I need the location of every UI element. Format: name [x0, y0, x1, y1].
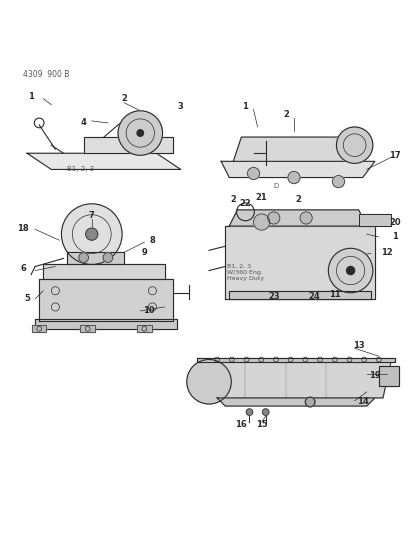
Text: W/360 Eng.: W/360 Eng.: [227, 270, 263, 275]
Text: 13: 13: [352, 341, 364, 350]
Text: 2: 2: [282, 110, 288, 119]
Circle shape: [118, 111, 162, 155]
Circle shape: [253, 214, 269, 230]
Text: 12: 12: [380, 248, 392, 257]
Polygon shape: [217, 398, 374, 406]
Polygon shape: [225, 226, 374, 299]
Polygon shape: [378, 366, 398, 386]
Text: 2: 2: [121, 94, 127, 103]
Text: 10: 10: [142, 306, 154, 316]
Circle shape: [299, 212, 311, 224]
Circle shape: [305, 397, 314, 407]
Polygon shape: [200, 361, 390, 398]
Circle shape: [267, 212, 279, 224]
Polygon shape: [229, 210, 366, 226]
Text: 14: 14: [356, 398, 368, 407]
Polygon shape: [220, 161, 374, 177]
Circle shape: [246, 409, 252, 415]
Bar: [32, 325, 46, 333]
Text: 6: 6: [20, 264, 26, 273]
Polygon shape: [358, 214, 390, 226]
Text: 11: 11: [328, 290, 339, 300]
Text: 15: 15: [255, 419, 267, 429]
Text: 17: 17: [388, 151, 400, 160]
Circle shape: [332, 175, 344, 188]
Polygon shape: [27, 154, 180, 169]
Bar: [80, 325, 95, 333]
Text: B1, 2, 3: B1, 2, 3: [67, 166, 94, 173]
Circle shape: [137, 130, 143, 136]
Text: 21: 21: [255, 193, 267, 202]
Text: 18: 18: [17, 223, 29, 232]
Polygon shape: [67, 252, 124, 264]
Circle shape: [346, 266, 354, 274]
Text: 9: 9: [141, 248, 147, 257]
Polygon shape: [43, 264, 164, 279]
Text: 16: 16: [235, 419, 247, 429]
Text: 3: 3: [178, 102, 183, 111]
Circle shape: [79, 253, 88, 262]
Circle shape: [287, 172, 299, 183]
Circle shape: [336, 127, 372, 164]
Text: 4: 4: [81, 118, 86, 127]
Polygon shape: [229, 291, 370, 299]
Text: 23: 23: [267, 292, 279, 301]
Bar: [80, 325, 95, 333]
Circle shape: [187, 360, 231, 404]
Text: 7: 7: [89, 212, 94, 221]
Text: 24: 24: [308, 292, 319, 301]
Text: 8: 8: [149, 236, 155, 245]
Text: 4309  900 B: 4309 900 B: [23, 70, 69, 79]
Circle shape: [61, 204, 122, 264]
Bar: [137, 325, 151, 333]
Polygon shape: [83, 137, 172, 154]
Text: 1: 1: [28, 92, 34, 101]
Text: 19: 19: [368, 371, 380, 380]
Text: 1: 1: [242, 102, 248, 111]
Text: 2: 2: [230, 195, 236, 204]
Polygon shape: [233, 137, 354, 161]
Circle shape: [328, 248, 372, 293]
Text: Heavy Duty: Heavy Duty: [227, 276, 264, 281]
Text: 5: 5: [24, 294, 30, 303]
Polygon shape: [39, 279, 172, 321]
Polygon shape: [196, 358, 394, 361]
Text: 20: 20: [388, 217, 400, 227]
Circle shape: [103, 253, 112, 262]
Bar: [32, 325, 46, 333]
Text: B1, 2, 3: B1, 2, 3: [227, 264, 251, 269]
Circle shape: [85, 228, 98, 240]
Circle shape: [247, 167, 259, 180]
Polygon shape: [35, 319, 176, 329]
Circle shape: [262, 409, 268, 415]
Text: D: D: [273, 183, 279, 189]
Text: 1: 1: [391, 232, 397, 241]
Bar: [137, 325, 151, 333]
Text: 22: 22: [239, 199, 251, 208]
Text: 2: 2: [294, 195, 300, 204]
